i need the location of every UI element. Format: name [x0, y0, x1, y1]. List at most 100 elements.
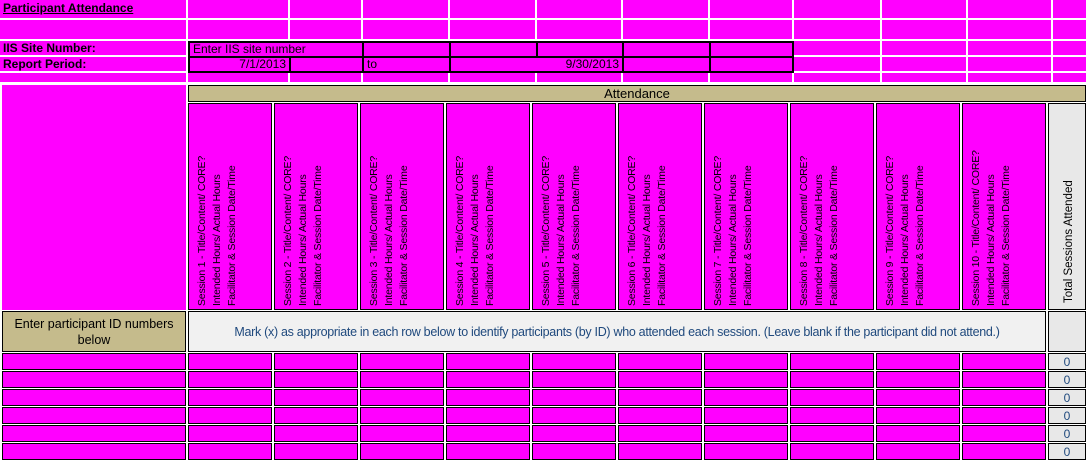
attendance-mark-cell[interactable]: [876, 407, 960, 425]
attendance-mark-cell[interactable]: [188, 425, 272, 443]
attendance-mark-cell[interactable]: [618, 353, 702, 371]
grid-cell: [290, 0, 363, 20]
attendance-mark-cell[interactable]: [188, 407, 272, 425]
grid-cell: [450, 20, 537, 41]
attendance-mark-cell[interactable]: [274, 443, 358, 460]
attendance-mark-cell[interactable]: [274, 389, 358, 407]
attendance-mark-cell[interactable]: [962, 443, 1046, 460]
attendance-mark-cell[interactable]: [962, 389, 1046, 407]
attendance-mark-cell[interactable]: [446, 407, 530, 425]
report-end-cell[interactable]: 9/30/2013: [450, 57, 623, 74]
attendance-mark-cell[interactable]: [704, 443, 788, 460]
attendance-mark-cell[interactable]: [274, 407, 358, 425]
attendance-mark-cell[interactable]: [790, 389, 874, 407]
attendance-mark-cell[interactable]: [704, 371, 788, 389]
attendance-mark-cell[interactable]: [962, 407, 1046, 425]
attendance-mark-cell[interactable]: [790, 425, 874, 443]
attendance-mark-cell[interactable]: [618, 425, 702, 443]
grid-cell: [794, 41, 882, 58]
participant-id-cell[interactable]: [2, 407, 186, 425]
grid-cell[interactable]: [710, 57, 794, 74]
attendance-mark-cell[interactable]: [876, 425, 960, 443]
attendance-mark-cell[interactable]: [188, 353, 272, 371]
attendance-mark-cell[interactable]: [532, 425, 616, 443]
attendance-mark-cell[interactable]: [790, 407, 874, 425]
grid-cell: [1053, 73, 1088, 85]
attendance-mark-cell[interactable]: [274, 353, 358, 371]
attendance-mark-cell[interactable]: [446, 353, 530, 371]
attendance-mark-cell[interactable]: [446, 371, 530, 389]
grid-cell[interactable]: [450, 41, 537, 58]
attendance-mark-cell[interactable]: [704, 389, 788, 407]
attendance-mark-cell[interactable]: [360, 407, 444, 425]
attendance-mark-cell[interactable]: [704, 353, 788, 371]
attendance-mark-cell[interactable]: [962, 425, 1046, 443]
attendance-mark-cell[interactable]: [446, 389, 530, 407]
attendance-mark-cell[interactable]: [446, 425, 530, 443]
attendance-mark-cell[interactable]: [360, 425, 444, 443]
grid-cell: [537, 0, 623, 20]
attendance-mark-cell[interactable]: [790, 443, 874, 460]
session-header-label: Session 4 - Title/Content/ CORE? Intende…: [453, 104, 498, 306]
attendance-mark-cell[interactable]: [790, 371, 874, 389]
attendance-mark-cell[interactable]: [704, 407, 788, 425]
session-title-line: Session 4 - Title/Content/ CORE?: [454, 156, 466, 307]
participant-id-cell[interactable]: [2, 443, 186, 460]
attendance-mark-cell[interactable]: [188, 389, 272, 407]
page-title: Participant Attendance: [0, 0, 188, 20]
attendance-mark-cell[interactable]: [962, 353, 1046, 371]
grid-cell: [882, 0, 968, 20]
attendance-mark-cell[interactable]: [618, 443, 702, 460]
attendance-mark-cell[interactable]: [876, 371, 960, 389]
attendance-mark-cell[interactable]: [274, 371, 358, 389]
participant-id-cell[interactable]: [2, 371, 186, 389]
grid-cell[interactable]: [623, 57, 710, 74]
iis-site-number-input[interactable]: Enter IIS site number: [188, 41, 363, 58]
attendance-mark-cell[interactable]: [618, 389, 702, 407]
attendance-mark-cell[interactable]: [618, 407, 702, 425]
attendance-mark-cell[interactable]: [446, 443, 530, 460]
attendance-mark-cell[interactable]: [274, 425, 358, 443]
grid-cell: [290, 20, 363, 41]
session-header-label: Session 3 - Title/Content/ CORE? Intende…: [367, 104, 412, 306]
attendance-mark-cell[interactable]: [876, 353, 960, 371]
attendance-mark-cell[interactable]: [360, 389, 444, 407]
attendance-mark-cell[interactable]: [532, 443, 616, 460]
grid-cell[interactable]: [290, 57, 363, 74]
attendance-mark-cell[interactable]: [876, 389, 960, 407]
attendance-mark-cell[interactable]: [532, 371, 616, 389]
grid-cell: [363, 73, 450, 85]
attendance-mark-cell[interactable]: [188, 371, 272, 389]
session-header: Session 8 - Title/Content/ CORE? Intende…: [790, 103, 874, 311]
attendance-mark-cell[interactable]: [962, 371, 1046, 389]
attendance-mark-cell[interactable]: [532, 353, 616, 371]
attendance-mark-cell[interactable]: [360, 353, 444, 371]
total-sessions-value: 0: [1048, 407, 1086, 425]
attendance-mark-cell[interactable]: [704, 425, 788, 443]
attendance-mark-cell[interactable]: [360, 371, 444, 389]
grid-cell: [794, 57, 882, 74]
total-sessions-value: 0: [1048, 353, 1086, 371]
attendance-mark-cell[interactable]: [790, 353, 874, 371]
grid-cell[interactable]: [710, 41, 794, 58]
attendance-mark-cell[interactable]: [532, 389, 616, 407]
grid-cell: [882, 73, 968, 85]
grid-cell[interactable]: [623, 41, 710, 58]
attendance-mark-cell[interactable]: [618, 371, 702, 389]
report-start-cell[interactable]: 7/1/2013: [188, 57, 290, 74]
session-hours-line: Intended Hours/ Actual Hours: [211, 174, 223, 307]
grid-cell[interactable]: [363, 41, 450, 58]
attendance-mark-cell[interactable]: [188, 443, 272, 460]
session-header: Session 6 - Title/Content/ CORE? Intende…: [618, 103, 702, 311]
participant-id-cell[interactable]: [2, 389, 186, 407]
grid-cell[interactable]: [537, 41, 623, 58]
grid-cell: [1053, 20, 1088, 41]
attendance-mark-cell[interactable]: [360, 443, 444, 460]
attendance-mark-cell[interactable]: [876, 443, 960, 460]
participant-id-cell[interactable]: [2, 353, 186, 371]
session-header-label: Session 1 - Title/Content/ CORE? Intende…: [195, 104, 240, 306]
grid-cell: [968, 73, 1053, 85]
session-facilitator-line: Facilitator & Session Date/Time: [742, 165, 754, 307]
participant-id-cell[interactable]: [2, 425, 186, 443]
attendance-mark-cell[interactable]: [532, 407, 616, 425]
